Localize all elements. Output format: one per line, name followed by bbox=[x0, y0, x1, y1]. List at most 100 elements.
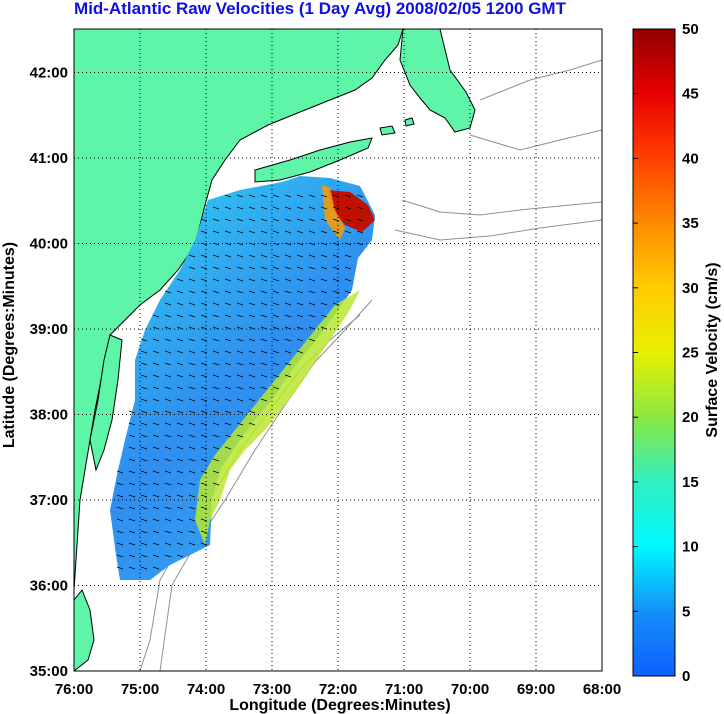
velocity-vector bbox=[140, 386, 148, 390]
velocity-vector bbox=[224, 230, 232, 234]
x-tick-label: 69:00 bbox=[517, 681, 555, 698]
velocity-vector bbox=[320, 302, 328, 306]
y-tick-label: 40:00 bbox=[30, 236, 68, 253]
velocity-vector bbox=[260, 206, 268, 210]
velocity-vector bbox=[296, 302, 304, 306]
velocity-vector bbox=[140, 566, 148, 570]
velocity-vector bbox=[236, 278, 244, 282]
velocity-vector bbox=[188, 506, 196, 510]
velocity-vector bbox=[128, 554, 136, 558]
velocity-vector bbox=[308, 218, 316, 222]
velocity-vector bbox=[236, 434, 244, 438]
velocity-vector bbox=[200, 374, 208, 378]
velocity-vector bbox=[248, 386, 256, 390]
velocity-vector bbox=[248, 362, 256, 366]
velocity-vector bbox=[248, 302, 256, 306]
velocity-vector bbox=[248, 350, 256, 354]
velocity-vector bbox=[272, 206, 280, 210]
velocity-vector bbox=[248, 398, 256, 402]
colorbar-label: Surface Velocity (cm/s) bbox=[704, 262, 721, 437]
velocity-vector bbox=[236, 374, 244, 378]
velocity-vector bbox=[116, 566, 124, 570]
x-tick-label: 74:00 bbox=[187, 681, 225, 698]
velocity-vector bbox=[140, 446, 148, 450]
velocity-vector bbox=[260, 290, 268, 294]
velocity-vector bbox=[164, 434, 172, 438]
velocity-vector bbox=[224, 362, 232, 366]
velocity-vectors bbox=[116, 194, 364, 570]
velocity-vector bbox=[236, 350, 244, 354]
velocity-vector bbox=[188, 422, 196, 426]
velocity-vector bbox=[200, 434, 208, 438]
velocity-vector bbox=[260, 338, 268, 342]
velocity-vector bbox=[272, 350, 280, 354]
velocity-vector bbox=[164, 446, 172, 450]
velocity-vector bbox=[260, 350, 268, 354]
y-tick-labels: 35:00 36:00 37:00 38:00 39:00 40:00 41:00 42:00 bbox=[30, 65, 68, 681]
velocity-vector bbox=[200, 530, 208, 534]
velocity-vector bbox=[284, 254, 292, 258]
velocity-vector bbox=[296, 206, 304, 210]
velocity-vector bbox=[176, 422, 184, 426]
velocity-vector bbox=[188, 278, 196, 282]
velocity-vector bbox=[164, 398, 172, 402]
x-tick-label: 75:00 bbox=[121, 681, 159, 698]
velocity-vector bbox=[140, 422, 148, 426]
velocity-vector bbox=[128, 410, 136, 414]
velocity-vector bbox=[224, 194, 232, 198]
velocity-vector bbox=[248, 194, 256, 198]
velocity-vector bbox=[224, 290, 232, 294]
velocity-vector bbox=[200, 278, 208, 282]
velocity-vector bbox=[188, 482, 196, 486]
velocity-vector bbox=[140, 554, 148, 558]
velocity-vector bbox=[308, 254, 316, 258]
velocity-vector bbox=[152, 458, 160, 462]
colorbar-tick-label: 40 bbox=[682, 150, 699, 167]
velocity-vector bbox=[164, 314, 172, 318]
x-tick-label: 73:00 bbox=[253, 681, 291, 698]
velocity-vector bbox=[236, 218, 244, 222]
velocity-vector bbox=[284, 314, 292, 318]
velocity-vector bbox=[188, 494, 196, 498]
velocity-vector bbox=[164, 542, 172, 546]
velocity-vector bbox=[128, 470, 136, 474]
velocity-vector bbox=[188, 302, 196, 306]
velocity-vector bbox=[188, 374, 196, 378]
velocity-vector bbox=[188, 338, 196, 342]
velocity-vector bbox=[212, 350, 220, 354]
velocity-vector bbox=[272, 386, 280, 390]
velocity-vector bbox=[200, 506, 208, 510]
velocity-vector bbox=[332, 290, 340, 294]
velocity-vector bbox=[272, 314, 280, 318]
velocity-vector bbox=[212, 302, 220, 306]
velocity-vector bbox=[320, 290, 328, 294]
velocity-vector bbox=[176, 494, 184, 498]
velocity-vector bbox=[152, 314, 160, 318]
velocity-vector bbox=[236, 362, 244, 366]
velocity-vector bbox=[152, 518, 160, 522]
velocity-vector bbox=[188, 290, 196, 294]
velocity-vector bbox=[272, 302, 280, 306]
colorbar-tick-label: 15 bbox=[682, 474, 699, 491]
x-tick-label: 71:00 bbox=[385, 681, 423, 698]
velocity-vector bbox=[152, 530, 160, 534]
velocity-vector bbox=[332, 266, 340, 270]
velocity-vector bbox=[212, 398, 220, 402]
velocity-vector bbox=[176, 398, 184, 402]
velocity-vector bbox=[200, 290, 208, 294]
velocity-vector bbox=[188, 542, 196, 546]
colorbar-tick-labels: 0 5 10 15 20 25 30 35 40 45 50 bbox=[633, 21, 699, 685]
velocity-vector bbox=[128, 494, 136, 498]
velocity-vector bbox=[260, 194, 268, 198]
colorbar-tick-label: 0 bbox=[682, 668, 690, 685]
velocity-vector bbox=[140, 542, 148, 546]
velocity-vector bbox=[284, 302, 292, 306]
velocity-vector bbox=[164, 518, 172, 522]
y-tick-label: 41:00 bbox=[30, 150, 68, 167]
velocity-vector bbox=[164, 482, 172, 486]
velocity-vector bbox=[212, 458, 220, 462]
velocity-vector bbox=[272, 230, 280, 234]
velocity-vector bbox=[224, 374, 232, 378]
velocity-vector bbox=[236, 230, 244, 234]
velocity-vector bbox=[128, 530, 136, 534]
